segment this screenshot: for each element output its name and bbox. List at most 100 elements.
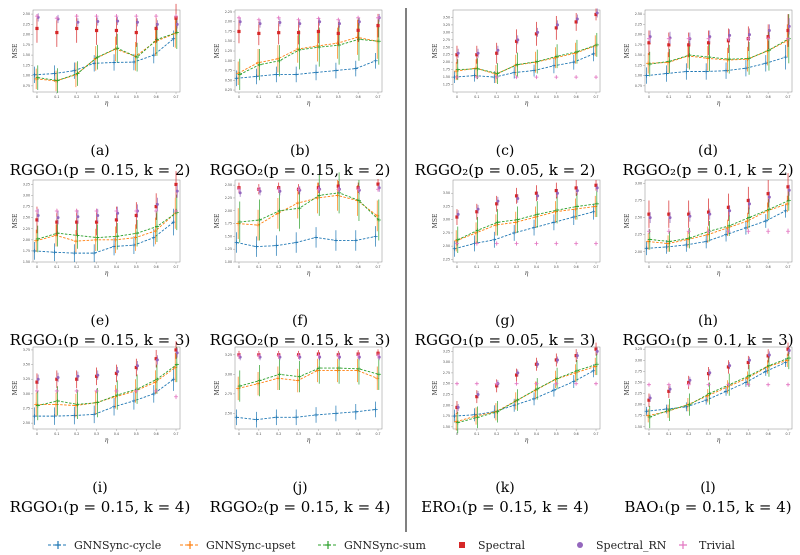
y-tick-label: 2.75 [443, 231, 450, 235]
x-tick-label: 0 [238, 265, 240, 269]
y-tick-label: 2.75 [635, 369, 642, 373]
legend-item: Spectral_RN [577, 539, 667, 552]
data-point [92, 251, 97, 256]
y-axis-label: MSE [432, 381, 439, 396]
x-tick-label: 0.1 [666, 432, 671, 436]
y-tick-label: 1.50 [635, 53, 642, 57]
x-tick-label: 0.4 [534, 432, 539, 436]
data-point [574, 186, 578, 190]
x-axis-label: η [307, 437, 311, 444]
x-tick-label: 0.4 [114, 432, 119, 436]
data-point [594, 362, 599, 367]
data-point [728, 364, 732, 368]
x-tick-label: 0.6 [356, 265, 361, 269]
y-tick-label: 1.50 [635, 425, 642, 429]
data-point [554, 381, 559, 386]
y-tick-label: 3.25 [443, 204, 450, 208]
data-point [575, 354, 579, 358]
data-point [75, 233, 80, 238]
data-point [595, 186, 599, 190]
data-point [36, 15, 40, 19]
plot-frame [452, 346, 601, 430]
data-point [495, 202, 499, 206]
data-point [35, 403, 40, 408]
data-point [277, 31, 281, 35]
data-point [475, 395, 479, 399]
x-tick-label: 0.5 [134, 95, 139, 99]
data-point [52, 250, 57, 255]
y-tick-label: 1.75 [225, 222, 232, 226]
x-tick-label: 0.6 [766, 95, 771, 99]
series-line [457, 44, 597, 74]
data-point [274, 72, 279, 77]
data-point [594, 241, 599, 246]
x-tick-label: 0 [238, 95, 240, 99]
x-tick-label: 0.5 [336, 265, 341, 269]
x-tick-label: 0.3 [514, 95, 519, 99]
data-point [337, 366, 342, 371]
x-tick-label: 0.7 [173, 265, 178, 269]
series-gnnsync-upset [236, 358, 380, 401]
data-point [646, 382, 651, 387]
y-tick-label: 2.00 [635, 33, 642, 37]
data-point [687, 236, 692, 241]
data-point [535, 59, 540, 64]
data-point [667, 212, 671, 216]
data-point [515, 398, 520, 403]
panel-grid: 0.751.001.251.501.752.002.252.500 0.1 0.2 0… [10, 3, 794, 516]
series-spectral [35, 341, 178, 391]
y-tick-label: 0.50 [225, 78, 232, 82]
y-tick-label: 2.00 [635, 250, 642, 254]
data-point [726, 382, 731, 387]
data-point [515, 217, 520, 222]
y-tick-label: 2.25 [225, 10, 232, 14]
data-point [294, 240, 299, 245]
data-point [532, 225, 537, 230]
y-tick-label: 1.50 [443, 75, 450, 79]
data-point [575, 17, 579, 21]
data-point [747, 215, 752, 220]
data-point [356, 353, 361, 358]
panel-letter: (h) [698, 313, 718, 329]
y-tick-label: 2.75 [635, 199, 642, 203]
y-tick-label: 2.50 [635, 12, 642, 16]
panel-letter: (e) [90, 313, 109, 329]
data-point [72, 251, 77, 256]
data-point [476, 51, 480, 55]
data-point [238, 191, 242, 195]
y-tick-label: 1.75 [443, 414, 450, 418]
data-point [494, 381, 499, 386]
x-tick-label: 0.4 [316, 432, 321, 436]
x-tick-label: 0.4 [726, 95, 731, 99]
y-tick-label: 3.00 [635, 181, 642, 185]
data-point [647, 212, 651, 216]
x-tick-label: 0.5 [746, 432, 751, 436]
y-tick-label: 3.25 [443, 349, 450, 353]
data-point [594, 201, 599, 206]
legend: GNNSync-cycle GNNSync-upset GNNSync-sum Spe… [48, 539, 735, 552]
x-tick-label: 0.4 [114, 95, 119, 99]
data-point [237, 29, 241, 34]
y-tick-label: 1.00 [225, 59, 232, 63]
data-point [786, 229, 791, 234]
panel-j: 2.50 2.75 3.00 3.25 0 0.1 0.2 0.3 0.4 0.5 0.6 0.7 η M… [210, 346, 390, 516]
data-point [786, 28, 790, 33]
data-point [333, 238, 338, 243]
y-tick-label: 3.50 [443, 15, 450, 19]
x-tick-label: 0 [648, 432, 650, 436]
data-point [54, 209, 59, 214]
panel-letter: (i) [92, 480, 107, 496]
data-point [114, 209, 119, 214]
x-tick-label: 0.2 [74, 265, 79, 269]
data-point [34, 209, 39, 214]
data-point [708, 212, 712, 216]
x-tick-label: 0.2 [74, 432, 79, 436]
data-point [154, 224, 159, 229]
panel-letter: (k) [495, 480, 514, 496]
series-spectral [647, 173, 790, 228]
y-tick-label: 2.50 [443, 45, 450, 49]
legend-swatch-marker [187, 541, 193, 549]
data-point [94, 220, 99, 224]
data-point [356, 198, 361, 203]
y-tick-label: 3.00 [443, 30, 450, 34]
